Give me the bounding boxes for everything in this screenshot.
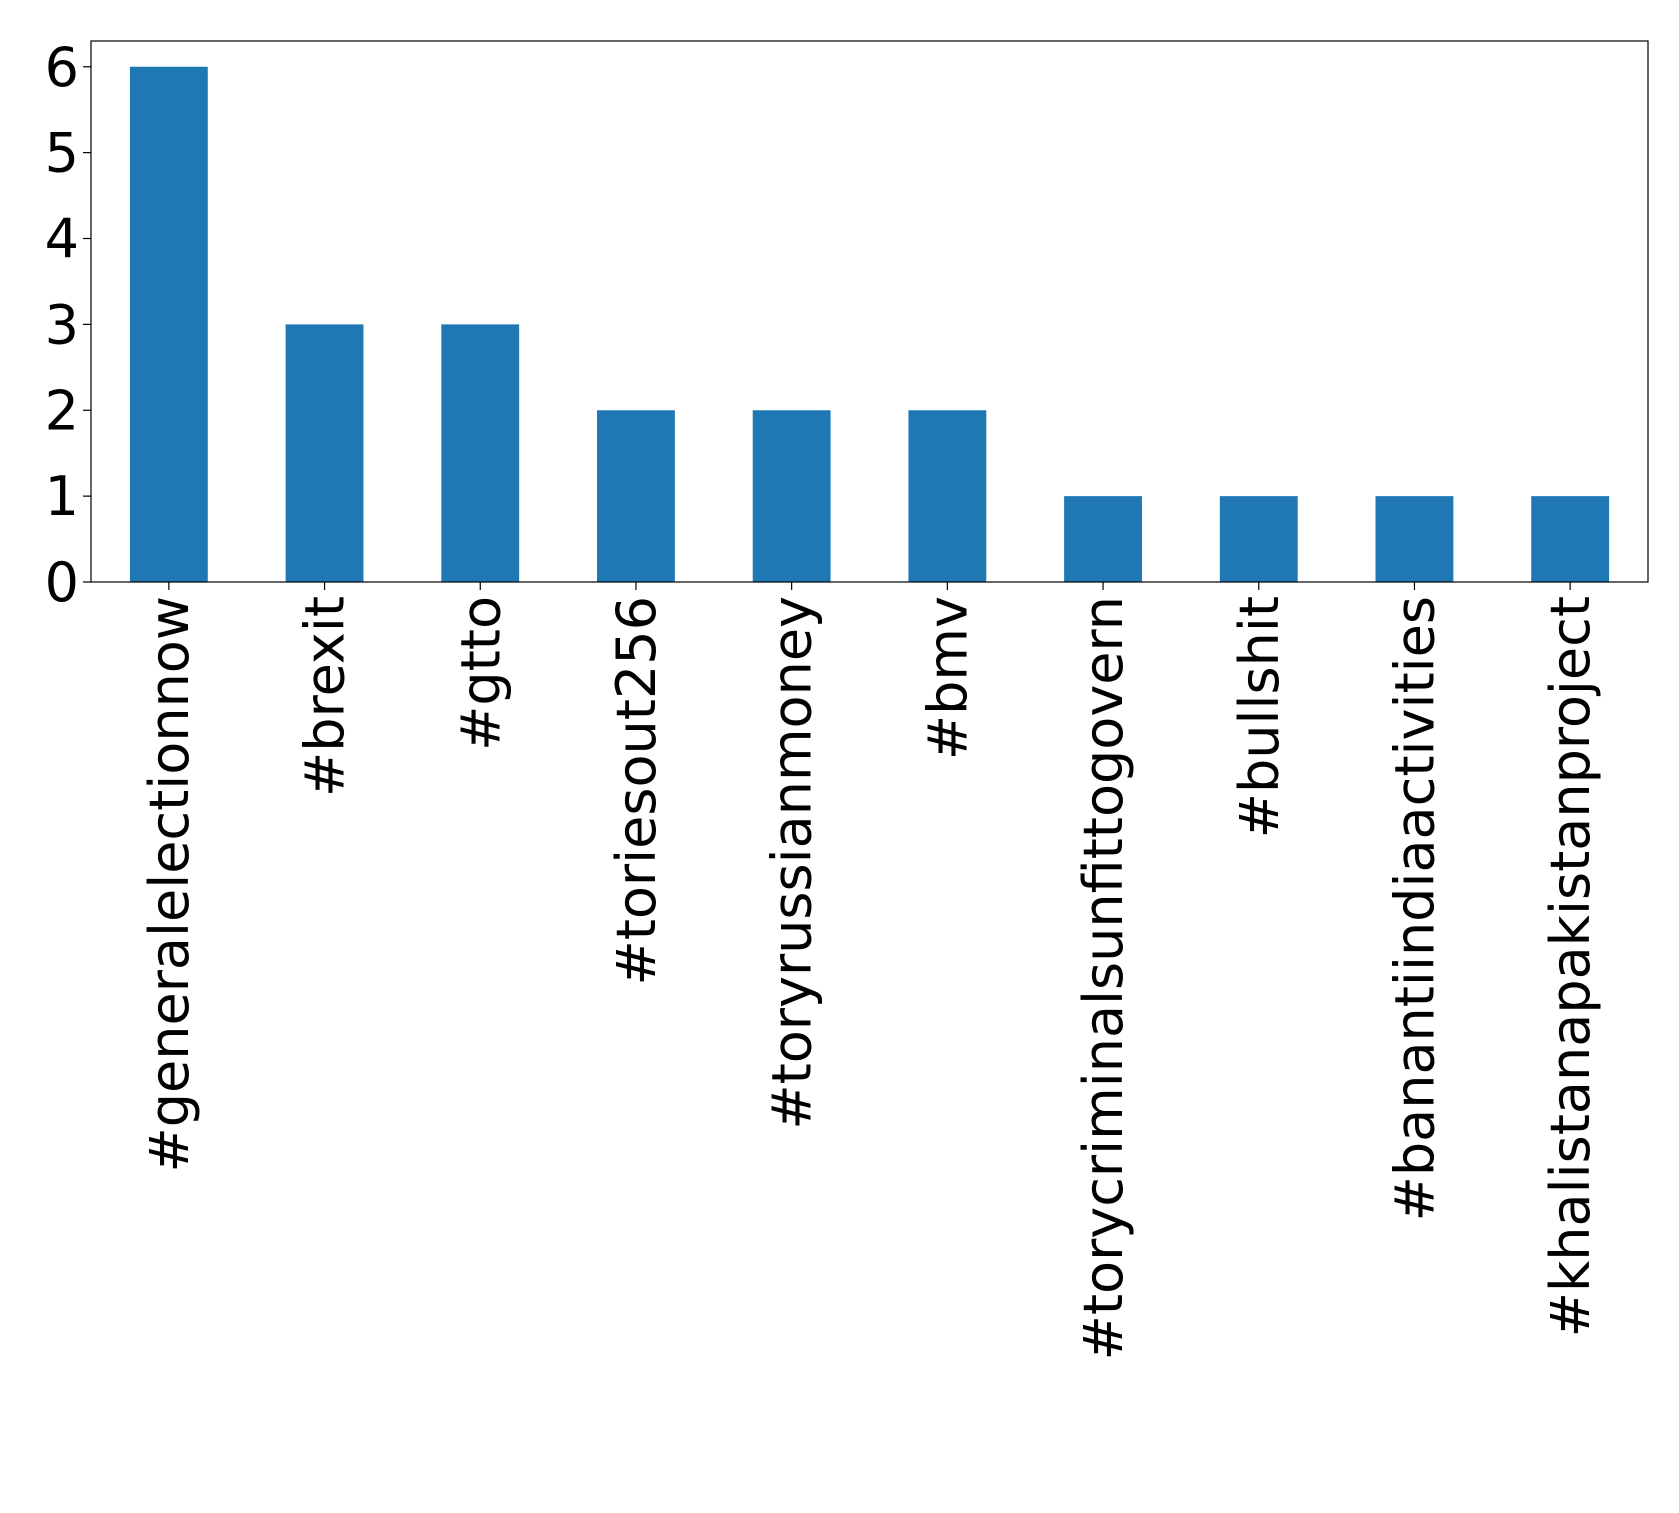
x-tick-label: #toriesout256 [605,596,668,986]
x-tick-label: #khalistanapakistanproject [1539,596,1602,1337]
y-tick-label: 4 [45,208,79,271]
bar [1375,496,1454,582]
bar [285,324,364,582]
bar [441,324,520,582]
bar [752,410,831,582]
bar [1531,496,1610,582]
bar [908,410,987,582]
bar [1064,496,1142,582]
y-tick-label: 2 [45,379,79,442]
x-tick-label: #banantiindiaactivities [1383,596,1446,1221]
bar [597,410,675,582]
y-tick-label: 6 [45,36,79,99]
x-tick-label: #toryrussianmoney [761,596,824,1130]
bar [1219,496,1298,582]
y-tick-label: 1 [45,465,79,528]
x-tick-label: #bullshit [1228,596,1291,838]
x-tick-label: #brexit [294,596,357,797]
x-tick-label: #torycriminalsunfittogovern [1072,596,1135,1360]
bar [129,66,208,582]
y-tick-label: 0 [45,551,79,614]
x-tick-label: #bmv [916,596,979,760]
y-tick-label: 5 [45,122,79,185]
x-tick-label: #generalelectionnow [138,596,201,1173]
y-tick-label: 3 [45,293,79,356]
x-tick-label: #gtto [449,596,512,751]
plot-frame [90,40,1649,583]
